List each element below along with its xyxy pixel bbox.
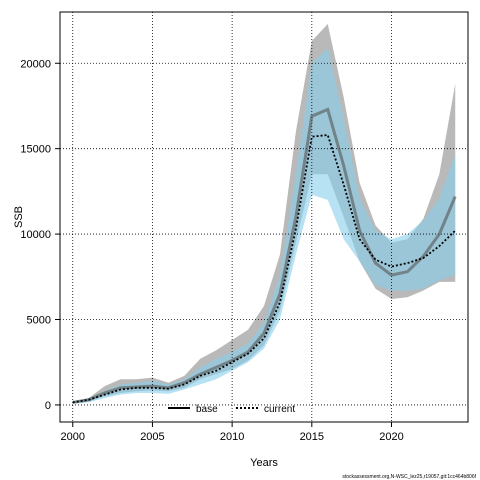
y-tick-label-5000: 5000 [27, 315, 51, 327]
y-tick-label-20000: 20000 [20, 58, 51, 70]
watermark-text: stockassessment.org,N-WSC_lez25,r19057,g… [342, 474, 476, 480]
x-tick-label-2020: 2020 [379, 431, 403, 443]
x-axis: 2000 2005 2010 2015 2020 [61, 422, 404, 443]
legend-label-current: current [264, 404, 295, 415]
legend-label-base: base [196, 404, 218, 415]
plot-border [59, 11, 469, 423]
y-tick-label-10000: 10000 [20, 229, 51, 241]
y-axis-title: SSB [13, 206, 25, 228]
x-tick-label-2000: 2000 [61, 431, 85, 443]
y-tick-label-0: 0 [45, 400, 51, 412]
line-current [72, 134, 456, 404]
x-tick-label-2015: 2015 [300, 431, 324, 443]
y-tick-label-15000: 15000 [20, 144, 51, 156]
x-tick-label-2005: 2005 [140, 431, 164, 443]
x-tick-label-2010: 2010 [220, 431, 244, 443]
grid-lines [60, 12, 468, 422]
x-axis-title: Years [250, 457, 278, 469]
series-lines [72, 107, 457, 404]
legend: base current [168, 404, 295, 415]
y-axis: 0 5000 10000 15000 20000 [20, 58, 60, 412]
